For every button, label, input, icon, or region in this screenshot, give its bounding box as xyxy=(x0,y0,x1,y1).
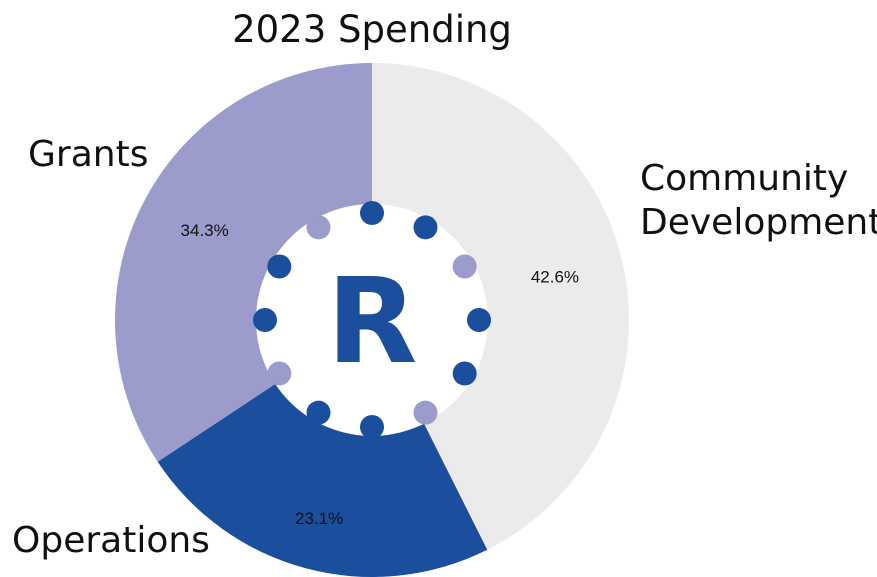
logo-letter: R xyxy=(327,252,418,390)
value-label-community-development: 42.6% xyxy=(531,268,579,287)
slice-community-development xyxy=(372,63,629,550)
logo-dot xyxy=(467,308,491,332)
logo-dot xyxy=(413,215,438,240)
donut-hole xyxy=(256,204,488,436)
logo-dot xyxy=(306,400,331,425)
r-logo: R xyxy=(253,201,491,439)
value-label-grants: 34.3% xyxy=(181,221,229,240)
value-label-operations: 23.1% xyxy=(295,509,343,528)
logo-dot xyxy=(306,215,331,240)
category-labels: Community Development Operations Grants xyxy=(12,134,877,561)
slice-operations xyxy=(157,320,488,577)
logo-dot xyxy=(267,361,292,386)
logo-dot xyxy=(253,308,277,332)
category-label-grants: Grants xyxy=(28,134,148,175)
logo-dots xyxy=(253,201,491,439)
logo-dot xyxy=(360,201,384,225)
logo-dot xyxy=(267,254,292,279)
percentage-labels: 42.6% 23.1% 34.3% xyxy=(181,221,579,528)
chart-title: 2023 Spending xyxy=(232,8,512,51)
category-label-operations: Operations xyxy=(12,520,210,561)
category-label-community-development: Community Development xyxy=(640,158,877,243)
logo-dot xyxy=(452,254,477,279)
logo-dot xyxy=(452,361,477,386)
logo-dot xyxy=(360,415,384,439)
logo-dot xyxy=(413,400,438,425)
